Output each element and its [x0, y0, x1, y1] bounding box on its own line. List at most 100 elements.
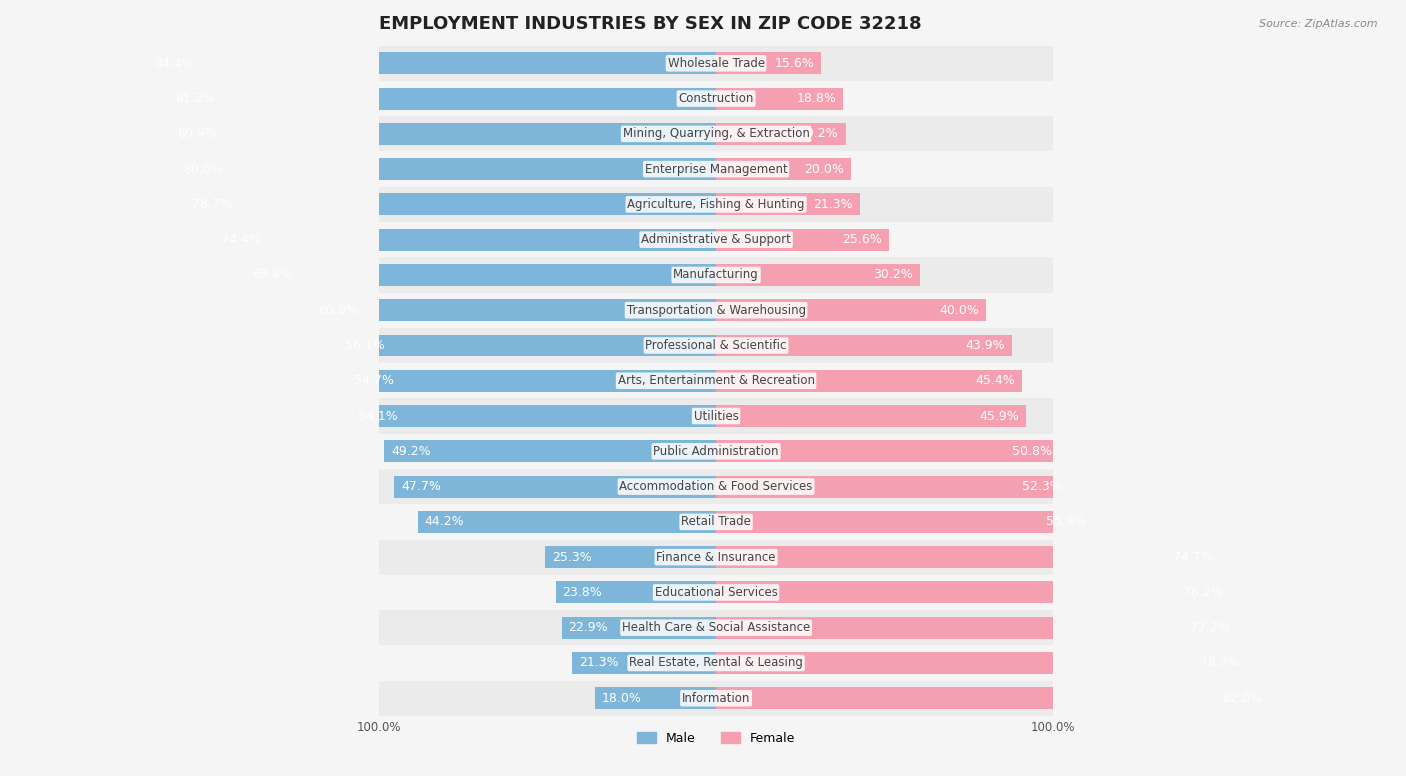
Bar: [716, 511, 1092, 533]
Text: 74.4%: 74.4%: [221, 233, 262, 246]
Text: Arts, Entertainment & Recreation: Arts, Entertainment & Recreation: [617, 374, 814, 387]
Bar: [395, 476, 716, 497]
Bar: [0, 504, 1053, 539]
Bar: [595, 688, 716, 709]
Bar: [716, 229, 889, 251]
Text: 69.8%: 69.8%: [252, 268, 292, 282]
Text: Health Care & Social Assistance: Health Care & Social Assistance: [621, 622, 810, 634]
Bar: [716, 88, 842, 109]
Text: Public Administration: Public Administration: [654, 445, 779, 458]
Text: 23.8%: 23.8%: [562, 586, 602, 599]
Text: 25.6%: 25.6%: [842, 233, 882, 246]
Bar: [169, 88, 716, 109]
Text: 78.7%: 78.7%: [1199, 656, 1240, 670]
Bar: [246, 264, 716, 286]
Bar: [215, 229, 716, 251]
Text: 74.7%: 74.7%: [1173, 551, 1213, 563]
Text: 54.7%: 54.7%: [354, 374, 394, 387]
Bar: [0, 187, 1053, 222]
Text: 21.3%: 21.3%: [813, 198, 853, 211]
Text: 30.2%: 30.2%: [873, 268, 912, 282]
Text: 80.9%: 80.9%: [177, 127, 217, 140]
Bar: [0, 328, 1053, 363]
Text: Transportation & Warehousing: Transportation & Warehousing: [627, 303, 806, 317]
Text: 40.0%: 40.0%: [939, 303, 979, 317]
Text: Source: ZipAtlas.com: Source: ZipAtlas.com: [1260, 19, 1378, 29]
Text: 45.4%: 45.4%: [976, 374, 1015, 387]
Bar: [716, 476, 1069, 497]
Bar: [716, 617, 1237, 639]
Text: Educational Services: Educational Services: [655, 586, 778, 599]
Text: 55.8%: 55.8%: [1046, 515, 1085, 528]
Bar: [418, 511, 716, 533]
Text: 22.9%: 22.9%: [568, 622, 607, 634]
Bar: [0, 258, 1053, 293]
Bar: [716, 581, 1230, 604]
Bar: [716, 334, 1012, 356]
Text: Mining, Quarrying, & Extraction: Mining, Quarrying, & Extraction: [623, 127, 810, 140]
Text: 47.7%: 47.7%: [401, 480, 441, 493]
Text: 25.3%: 25.3%: [553, 551, 592, 563]
Bar: [384, 441, 716, 462]
Bar: [347, 370, 716, 392]
Bar: [716, 300, 986, 321]
Text: 77.2%: 77.2%: [1189, 622, 1230, 634]
Bar: [0, 575, 1053, 610]
Text: 52.3%: 52.3%: [1022, 480, 1062, 493]
Bar: [0, 539, 1053, 575]
Bar: [0, 151, 1053, 187]
Text: 80.0%: 80.0%: [183, 163, 224, 175]
Bar: [716, 688, 1270, 709]
Text: Utilities: Utilities: [693, 410, 738, 423]
Bar: [716, 546, 1220, 568]
Text: Enterprise Management: Enterprise Management: [645, 163, 787, 175]
Bar: [716, 370, 1022, 392]
Bar: [716, 193, 859, 215]
Text: 60.0%: 60.0%: [318, 303, 359, 317]
Bar: [0, 363, 1053, 398]
Bar: [148, 52, 716, 74]
Text: 50.8%: 50.8%: [1012, 445, 1052, 458]
Text: 45.9%: 45.9%: [979, 410, 1019, 423]
Text: 19.2%: 19.2%: [799, 127, 839, 140]
Text: 54.1%: 54.1%: [359, 410, 398, 423]
Bar: [0, 434, 1053, 469]
Bar: [0, 610, 1053, 646]
Bar: [170, 123, 716, 145]
Text: 15.6%: 15.6%: [775, 57, 814, 70]
Bar: [561, 617, 716, 639]
Text: 43.9%: 43.9%: [966, 339, 1005, 352]
Text: Manufacturing: Manufacturing: [673, 268, 759, 282]
Text: 44.2%: 44.2%: [425, 515, 464, 528]
Bar: [572, 652, 716, 674]
Bar: [716, 405, 1025, 427]
Legend: Male, Female: Male, Female: [633, 727, 800, 750]
Text: 56.1%: 56.1%: [344, 339, 384, 352]
Bar: [0, 81, 1053, 116]
Text: EMPLOYMENT INDUSTRIES BY SEX IN ZIP CODE 32218: EMPLOYMENT INDUSTRIES BY SEX IN ZIP CODE…: [380, 15, 921, 33]
Text: Wholesale Trade: Wholesale Trade: [668, 57, 765, 70]
Text: 84.4%: 84.4%: [153, 57, 194, 70]
Bar: [716, 158, 851, 180]
Text: Accommodation & Food Services: Accommodation & Food Services: [620, 480, 813, 493]
Text: 81.2%: 81.2%: [176, 92, 215, 105]
Bar: [555, 581, 716, 604]
Bar: [0, 469, 1053, 504]
Bar: [352, 405, 716, 427]
Text: 21.3%: 21.3%: [579, 656, 619, 670]
Bar: [716, 123, 845, 145]
Bar: [546, 546, 716, 568]
Bar: [716, 52, 821, 74]
Text: Finance & Insurance: Finance & Insurance: [657, 551, 776, 563]
Bar: [716, 441, 1059, 462]
Bar: [337, 334, 716, 356]
Bar: [186, 193, 716, 215]
Bar: [0, 222, 1053, 258]
Text: 82.0%: 82.0%: [1222, 691, 1263, 705]
Text: 49.2%: 49.2%: [391, 445, 430, 458]
Bar: [0, 681, 1053, 716]
Text: Agriculture, Fishing & Hunting: Agriculture, Fishing & Hunting: [627, 198, 804, 211]
Text: Retail Trade: Retail Trade: [681, 515, 751, 528]
Text: Information: Information: [682, 691, 751, 705]
Text: 18.8%: 18.8%: [796, 92, 837, 105]
